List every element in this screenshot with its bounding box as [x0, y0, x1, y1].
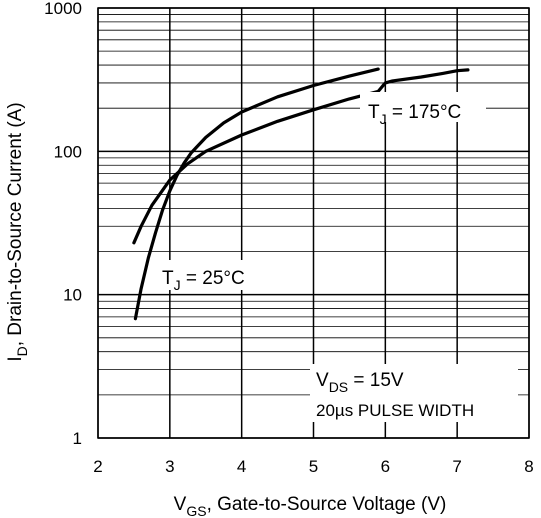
vds-annotation: VDS = 15V: [316, 370, 404, 395]
x-tick-label: 6: [381, 457, 390, 476]
series-label-tj-25: TJ = 25°C: [156, 260, 264, 293]
y-tick-label: 1000: [44, 0, 82, 18]
x-axis-label: VGS, Gate-to-Source Voltage (V): [174, 494, 447, 518]
series-layer: [132, 67, 470, 321]
plot-frame: [97, 7, 530, 439]
x-tick-label: 2: [93, 457, 102, 476]
x-tick-label: 5: [309, 457, 318, 476]
svg-text:TJ = 175°C: TJ = 175°C: [368, 102, 461, 127]
x-tick-label: 7: [452, 457, 461, 476]
y-tick-labels: 1 10 100 1000: [44, 0, 82, 448]
pulse-width-annotation: 20µs PULSE WIDTH: [316, 401, 474, 420]
x-tick-labels: 2 3 4 5 6 7 8: [93, 457, 533, 476]
x-tick-label: 3: [165, 457, 174, 476]
series-line-tj-25: [133, 67, 380, 321]
x-tick-label: 8: [524, 457, 533, 476]
x-tick-label: 4: [237, 457, 246, 476]
y-tick-label: 100: [54, 142, 82, 161]
test-conditions-note: VDS = 15V 20µs PULSE WIDTH: [310, 364, 518, 422]
series-label-tj-175: TJ = 175°C: [360, 92, 486, 127]
y-axis-label: ID, Drain-to-Source Current (A): [5, 102, 30, 361]
svg-text:TJ = 25°C: TJ = 25°C: [162, 268, 245, 293]
y-tick-label: 1: [73, 429, 82, 448]
y-tick-label: 10: [63, 286, 82, 305]
series-line-tj-175: [132, 68, 470, 245]
